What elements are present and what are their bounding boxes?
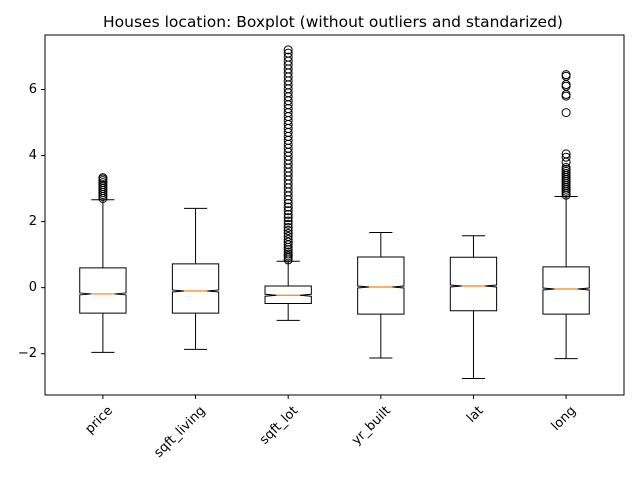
outlier-price-11	[98, 173, 108, 183]
outlier-sqft_lot-19	[283, 202, 293, 212]
outlier-sqft_lot-4	[283, 247, 293, 257]
outlier-long-17	[561, 149, 571, 159]
y-tick-label-0: −2	[18, 346, 37, 361]
x-axis: price sqft_living sqft_lot yr_built lat long	[82, 395, 579, 461]
y-tick-label-4: 6	[29, 82, 37, 97]
box-body-price	[79, 267, 127, 314]
outlier-sqft_lot-15	[283, 216, 293, 226]
x-tick-label-sqft_living: sqft_living	[151, 403, 208, 460]
x-tick-label-price: price	[82, 403, 115, 436]
box-sqft_lot	[264, 45, 312, 321]
outlier-sqft_lot-58	[283, 48, 293, 58]
outlier-sqft_lot-14	[283, 219, 293, 229]
box-body-lat	[449, 256, 498, 312]
x-tick-label-sqft_lot: sqft_lot	[257, 403, 301, 447]
box-price	[79, 173, 127, 353]
outlier-long-14	[561, 162, 571, 172]
box-lat	[449, 235, 498, 379]
y-tick-label-2: 2	[29, 214, 37, 229]
y-axis: −2 0 2 4 6	[18, 82, 45, 361]
outlier-long-24	[561, 70, 571, 80]
outlier-sqft_lot-16	[283, 213, 293, 223]
y-tick-label-1: 0	[29, 280, 37, 295]
outlier-sqft_lot-13	[283, 223, 293, 233]
plot-area-frame	[44, 34, 625, 396]
outlier-long-18	[561, 108, 571, 118]
box-sqft_living	[171, 207, 220, 350]
outlier-sqft_lot-17	[283, 209, 293, 219]
x-tick-label-lat: lat	[464, 403, 486, 425]
outlier-sqft_lot-57	[283, 52, 293, 62]
outlier-sqft_lot-18	[283, 206, 293, 216]
box-yr_built	[357, 232, 405, 359]
outlier-sqft_lot-10	[283, 231, 293, 241]
outlier-sqft_lot-12	[283, 226, 293, 236]
box-body-sqft_living	[171, 263, 220, 314]
x-tick-label-long: long	[549, 403, 579, 433]
x-tick-label-yr_built: yr_built	[349, 403, 394, 448]
box-long	[542, 70, 590, 360]
box-body-long	[542, 266, 590, 315]
chart-title: Houses location: Boxplot (without outlie…	[103, 13, 563, 31]
outlier-sqft_lot-9	[283, 234, 293, 244]
box-body-sqft_lot	[264, 285, 312, 305]
box-body-yr_built	[357, 256, 405, 315]
outlier-long-16	[561, 152, 571, 162]
outlier-sqft_lot-8	[283, 237, 293, 247]
outlier-sqft_lot-11	[283, 228, 293, 238]
y-tick-label-3: 4	[29, 148, 37, 163]
outlier-sqft_lot-59	[283, 45, 293, 55]
